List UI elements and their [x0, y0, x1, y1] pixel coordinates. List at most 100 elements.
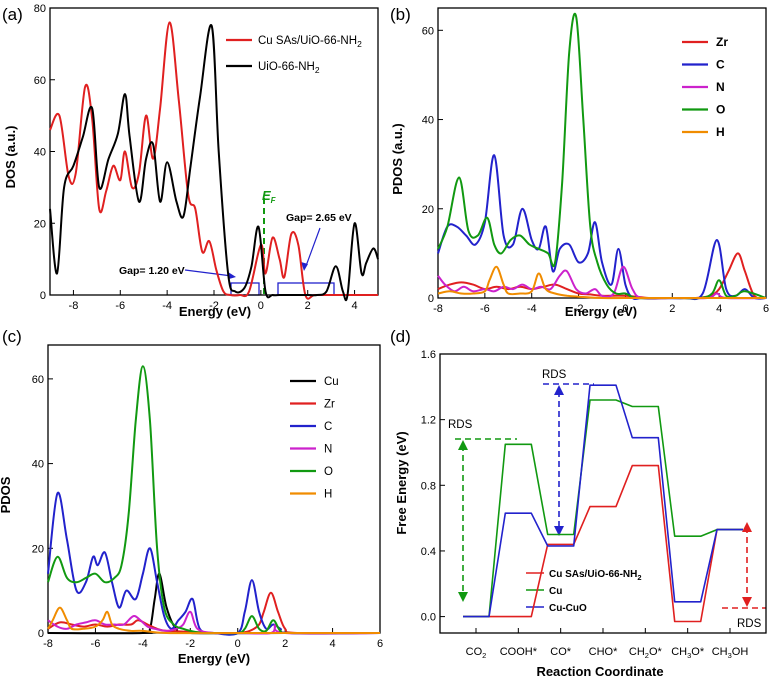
b-y-axis-label: PDOS (a.u.)	[390, 123, 405, 195]
a-x-tick-label: -8	[69, 300, 79, 312]
c-legend-label-c: C	[324, 421, 332, 433]
b-series-h	[437, 265, 766, 300]
a-gap1-label: Gap= 1.20 eV	[119, 265, 185, 277]
a-fermi-label: EF	[262, 188, 277, 205]
d-x-category-label: CO*	[550, 646, 572, 658]
a-gap1-arrowhead	[228, 272, 236, 279]
a-gap2-arrowhead	[301, 262, 308, 271]
c-x-tick-label: -4	[138, 638, 148, 650]
panel-label-a: (a)	[2, 5, 23, 24]
a-x-tick-label: -6	[115, 300, 125, 312]
c-series-o	[47, 365, 381, 635]
a-x-tick-label: -4	[162, 300, 172, 312]
a-y-tick-label: 0	[40, 290, 46, 302]
chart-d: (d) Free Energy (eV) Reaction Coordinate…	[390, 327, 767, 679]
d-y-tick-label: 0.0	[421, 612, 436, 624]
panel-label-b: (b)	[390, 5, 411, 24]
a-x-tick-label: 4	[352, 300, 358, 312]
a-x-axis-label: Energy (eV)	[179, 304, 251, 319]
b-x-tick-label: -4	[527, 303, 537, 315]
b-y-tick-label: 20	[422, 204, 434, 216]
d-x-axis-label: Reaction Coordinate	[536, 664, 663, 679]
d-rds-right-label: RDS	[737, 618, 762, 630]
b-legend-label-n: N	[716, 80, 725, 94]
d-legend-label-red: Cu SAs/UiO-66-NH2	[549, 569, 642, 582]
b-x-tick-label: 0	[622, 303, 628, 315]
d-rds-annotations: RDS RDS RDS	[448, 369, 766, 630]
c-legend-label-cu: Cu	[324, 376, 339, 388]
d-x-category-label: CH3O*	[671, 646, 705, 660]
a-y-tick-label: 20	[34, 218, 46, 230]
d-x-category-label: CH2O*	[629, 646, 663, 660]
b-legend-label-o: O	[716, 103, 725, 117]
c-x-tick-label: 6	[377, 638, 383, 650]
c-series-c	[47, 491, 381, 636]
b-x-tick-label: -8	[433, 303, 443, 315]
b-y-tick-label: 40	[422, 115, 434, 127]
d-y-axis-label: Free Energy (eV)	[394, 431, 409, 534]
b-x-axis-label: Energy (eV)	[565, 304, 637, 319]
d-y-tick-label: 0.4	[421, 546, 436, 558]
a-y-tick-label: 60	[34, 75, 46, 87]
d-rds-top-label: RDS	[542, 369, 567, 381]
a-legend-label-red: Cu SAs/UiO-66-NH2	[258, 35, 362, 49]
a-legend-label-black: UiO-66-NH2	[258, 61, 320, 75]
d-y-tick-label: 1.6	[421, 349, 436, 361]
b-legend-label-c: C	[716, 58, 725, 72]
b-y-tick-label: 0	[428, 293, 434, 305]
a-y-tick-label: 40	[34, 147, 46, 159]
c-y-axis-label: PDOS	[0, 476, 13, 513]
b-x-tick-label: -2	[574, 303, 584, 315]
b-x-tick-label: 4	[716, 303, 722, 315]
a-gap2-label: Gap= 2.65 eV	[286, 212, 352, 224]
c-x-tick-label: 2	[282, 638, 288, 650]
b-series-o	[437, 12, 767, 300]
d-rds-left-arrowhead-down	[458, 592, 468, 602]
c-y-tick-label: 0	[38, 628, 44, 640]
a-x-tick-label: 0	[258, 300, 264, 312]
a-y-axis-label: DOS (a.u.)	[3, 126, 18, 189]
a-x-tick-label: 2	[305, 300, 311, 312]
a-gap1-arrow	[184, 269, 233, 277]
d-rds-right-arrowhead-down	[742, 597, 752, 607]
c-x-tick-label: 0	[235, 638, 241, 650]
b-x-tick-label: 6	[763, 303, 769, 315]
a-x-tick-label: -2	[209, 300, 219, 312]
chart-a: (a) DOS (a.u.) Energy (eV) Cu SAs/UiO-66…	[2, 3, 379, 319]
d-x-category-label: CO2	[466, 646, 487, 660]
d-rds-right-arrowhead-up	[742, 522, 752, 532]
c-legend-label-o: O	[324, 466, 333, 478]
a-y-tick-label: 80	[34, 3, 46, 15]
c-x-tick-label: -2	[185, 638, 195, 650]
d-rds-left-label: RDS	[448, 419, 473, 431]
c-legend-label-h: H	[324, 489, 332, 501]
b-series-c	[437, 154, 767, 301]
d-x-category-label: COOH*	[500, 646, 538, 658]
c-legend-label-n: N	[324, 444, 332, 456]
c-series-h	[47, 606, 380, 635]
b-legend-label-h: H	[716, 125, 725, 139]
a-legend: Cu SAs/UiO-66-NH2 UiO-66-NH2	[226, 35, 362, 75]
c-y-tick-label: 20	[32, 543, 44, 555]
b-x-tick-label: 2	[669, 303, 675, 315]
d-series-cu	[463, 399, 743, 618]
d-legend-label-blue: Cu-CuO	[549, 603, 587, 614]
panel-label-c: (c)	[2, 327, 22, 346]
c-x-axis-label: Energy (eV)	[178, 651, 250, 666]
a-gap2-arrow	[305, 227, 321, 267]
c-y-tick-label: 60	[32, 374, 44, 386]
d-rds-top-arrowhead-up	[554, 385, 564, 395]
b-x-tick-label: -6	[480, 303, 490, 315]
c-x-tick-label: -8	[43, 638, 53, 650]
c-x-tick-label: 4	[330, 638, 336, 650]
d-series-cu-sas-uio-66-nh2	[463, 464, 743, 623]
a-series-cu-sas-uio-66-nh2	[49, 21, 378, 300]
d-x-category-label: CHO*	[589, 646, 618, 658]
b-legend-label-zr: Zr	[716, 35, 728, 49]
panel-label-d: (d)	[390, 327, 411, 346]
c-legend-label-zr: Zr	[324, 399, 335, 411]
